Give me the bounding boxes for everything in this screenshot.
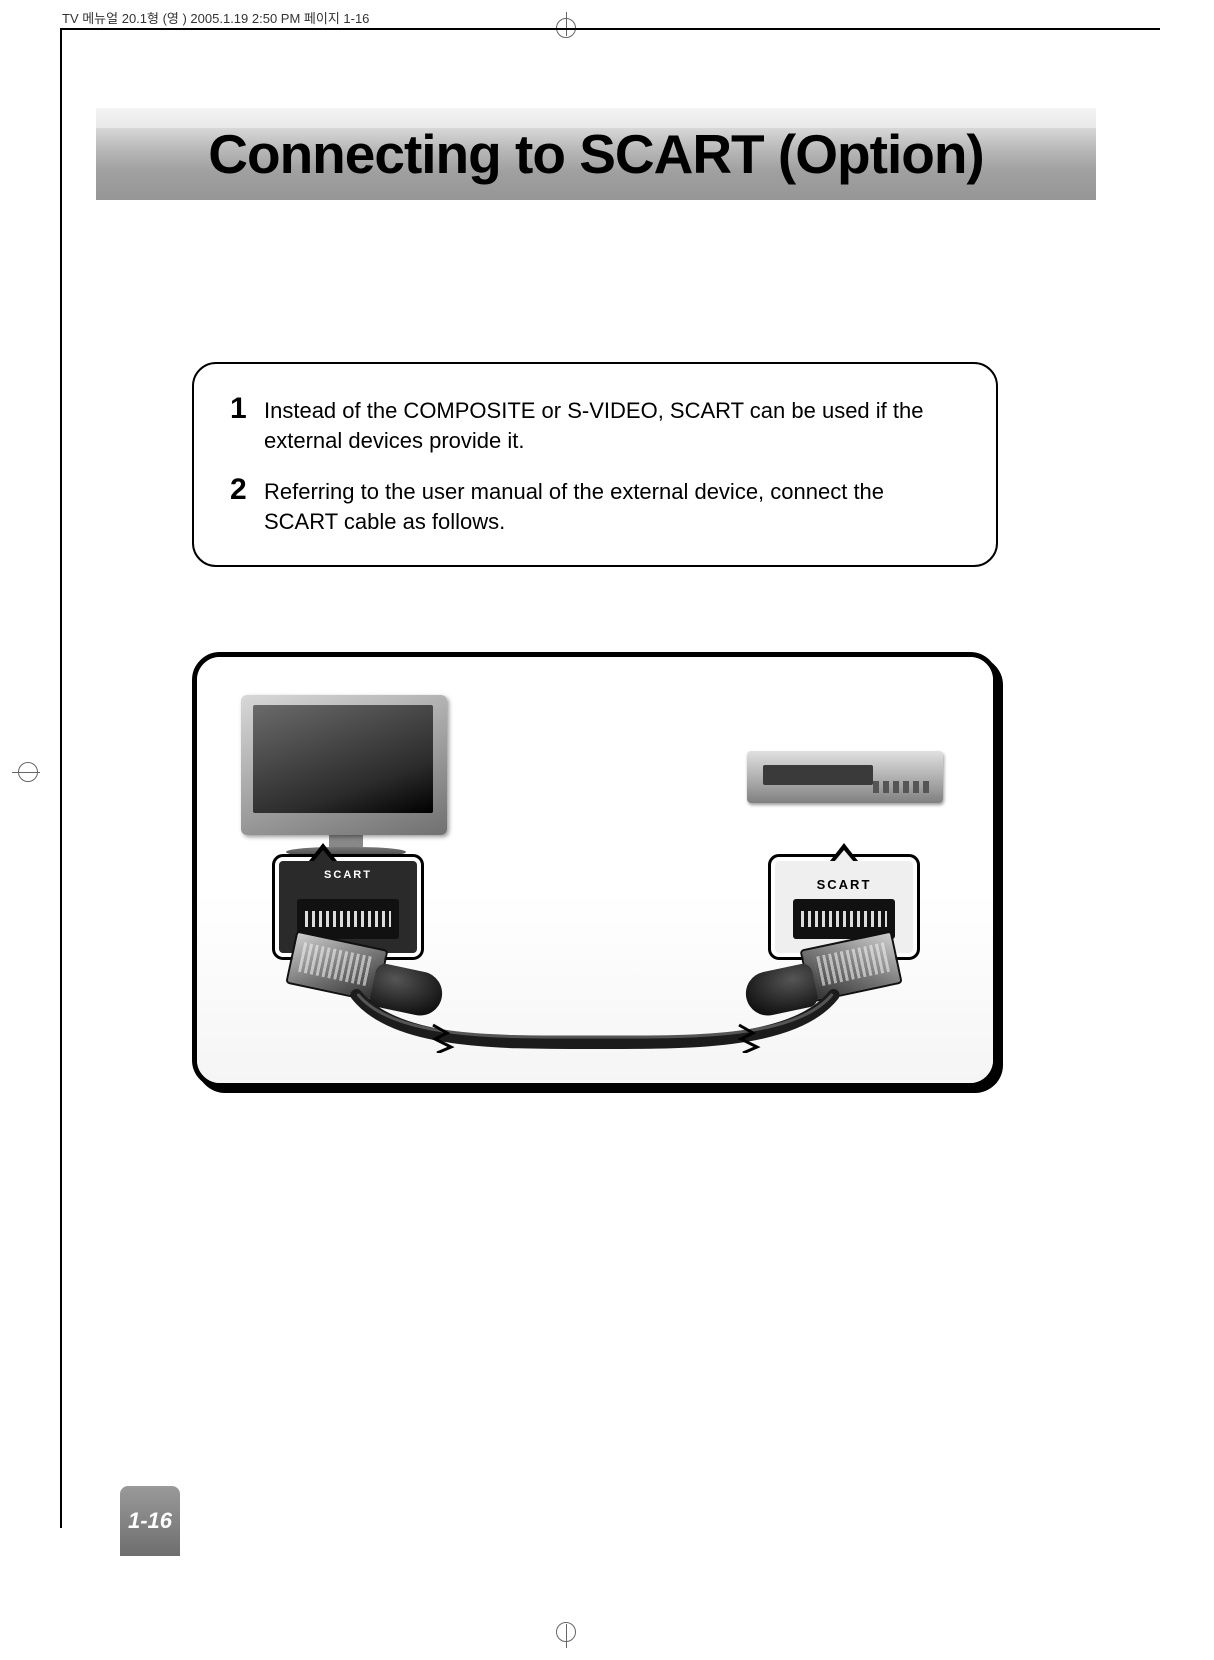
page-frame-vertical-rule [60, 28, 62, 1528]
instruction-item: 2 Referring to the user manual of the ex… [230, 477, 960, 536]
scart-label-tv: SCART [279, 869, 417, 881]
instruction-item: 1 Instead of the COMPOSITE or S-VIDEO, S… [230, 396, 960, 455]
page-number: 1-16 [128, 1508, 172, 1534]
instruction-box: 1 Instead of the COMPOSITE or S-VIDEO, S… [192, 362, 998, 567]
instruction-number: 2 [230, 475, 252, 505]
crop-mark-bottom [546, 1620, 586, 1660]
cable-break-mark-icon [429, 1023, 455, 1053]
crop-mark-left [12, 752, 52, 792]
connection-diagram: SCART SCART [192, 652, 998, 1088]
page-title: Connecting to SCART (Option) [96, 122, 1096, 186]
instruction-text: Referring to the user manual of the exte… [264, 477, 960, 536]
page-number-tab: 1-16 [120, 1486, 180, 1556]
cable-break-mark-icon [735, 1023, 761, 1053]
instruction-text: Instead of the COMPOSITE or S-VIDEO, SCA… [264, 396, 960, 455]
page-frame-horizontal-rule [60, 28, 1160, 30]
crop-mark-top [546, 0, 586, 40]
scart-label-device: SCART [775, 877, 913, 892]
print-header-text: TV 메뉴얼 20.1형 (영 ) 2005.1.19 2:50 PM 페이지 … [62, 8, 369, 27]
scart-cable-icon [247, 985, 943, 1055]
tv-icon [241, 695, 451, 865]
external-device-icon [747, 751, 943, 803]
instruction-number: 1 [230, 394, 252, 424]
